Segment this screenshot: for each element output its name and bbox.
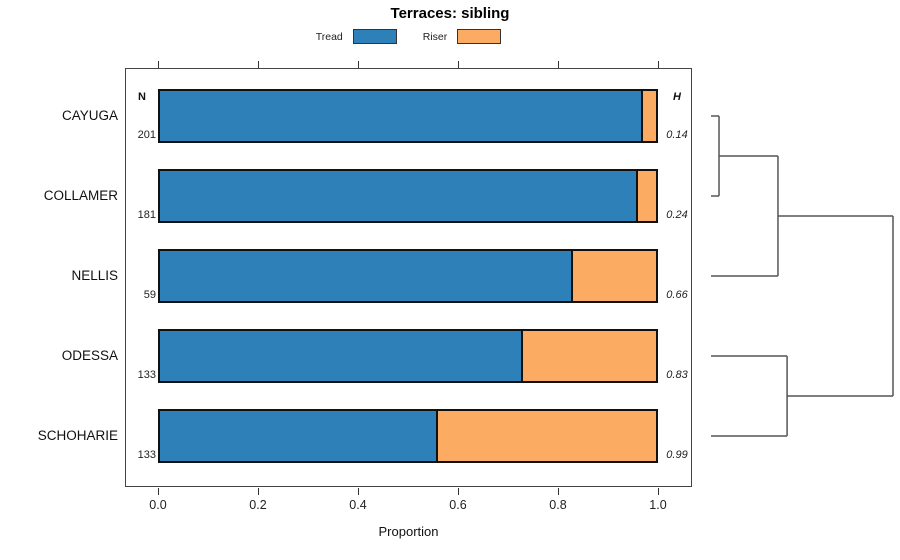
h-value: 0.99 [666, 449, 688, 461]
legend-label-riser: Riser [422, 30, 448, 43]
axis-tick-label: 0.2 [249, 498, 267, 512]
h-value: 0.83 [666, 369, 688, 381]
n-value: 133 [137, 369, 156, 381]
legend-swatch-riser [457, 29, 502, 44]
axis-tick-bottom [158, 488, 159, 495]
h-value: 0.24 [666, 209, 688, 221]
axis-tick-top [358, 61, 359, 68]
bar-segment-riser [521, 329, 658, 383]
x-axis-title: Proportion [378, 524, 439, 539]
axis-tick-bottom [558, 488, 559, 495]
axis-tick-label: 0.4 [349, 498, 367, 512]
bar-segment-tread [158, 89, 643, 143]
axis-tick-label: 0.8 [549, 498, 567, 512]
n-value: 201 [137, 129, 156, 141]
bar-cayuga [158, 89, 658, 143]
category-label-cayuga: CAYUGA [61, 108, 118, 123]
chart-title: Terraces: sibling [390, 5, 510, 22]
bar-segment-tread [158, 249, 573, 303]
bar-segment-riser [636, 169, 658, 223]
axis-tick-top [258, 61, 259, 68]
bar-odessa [158, 329, 658, 383]
n-value: 59 [143, 289, 156, 301]
bar-collamer [158, 169, 658, 223]
category-label-collamer: COLLAMER [43, 188, 118, 203]
h-column-header: H [673, 91, 681, 103]
category-label-nellis: NELLIS [71, 268, 118, 283]
bar-segment-riser [436, 409, 658, 463]
n-value: 133 [137, 449, 156, 461]
legend-swatch-tread [352, 29, 397, 44]
axis-tick-bottom [358, 488, 359, 495]
bar-segment-riser [641, 89, 658, 143]
n-column-header: N [138, 91, 146, 103]
axis-tick-bottom [458, 488, 459, 495]
axis-tick-top [158, 61, 159, 68]
axis-tick-top [458, 61, 459, 68]
axis-tick-bottom [258, 488, 259, 495]
axis-tick-label: 0.0 [149, 498, 167, 512]
axis-tick-label: 1.0 [649, 498, 667, 512]
axis-tick-top [558, 61, 559, 68]
plot-area [125, 68, 692, 487]
bar-schoharie [158, 409, 658, 463]
legend-item-tread: Tread [316, 29, 397, 44]
bar-segment-riser [571, 249, 658, 303]
h-value: 0.14 [666, 129, 688, 141]
legend-label-tread: Tread [315, 30, 343, 43]
dendrogram [711, 115, 894, 437]
bar-nellis [158, 249, 658, 303]
n-value: 181 [137, 209, 156, 221]
h-value: 0.66 [666, 289, 688, 301]
category-label-schoharie: SCHOHARIE [37, 428, 118, 443]
legend: Tread Riser [125, 29, 692, 44]
axis-tick-top [658, 61, 659, 68]
axis-tick-bottom [658, 488, 659, 495]
bar-segment-tread [158, 169, 638, 223]
axis-tick-label: 0.6 [449, 498, 467, 512]
bar-segment-tread [158, 329, 523, 383]
legend-item-riser: Riser [423, 29, 502, 44]
category-label-odessa: ODESSA [61, 348, 118, 363]
bar-segment-tread [158, 409, 438, 463]
